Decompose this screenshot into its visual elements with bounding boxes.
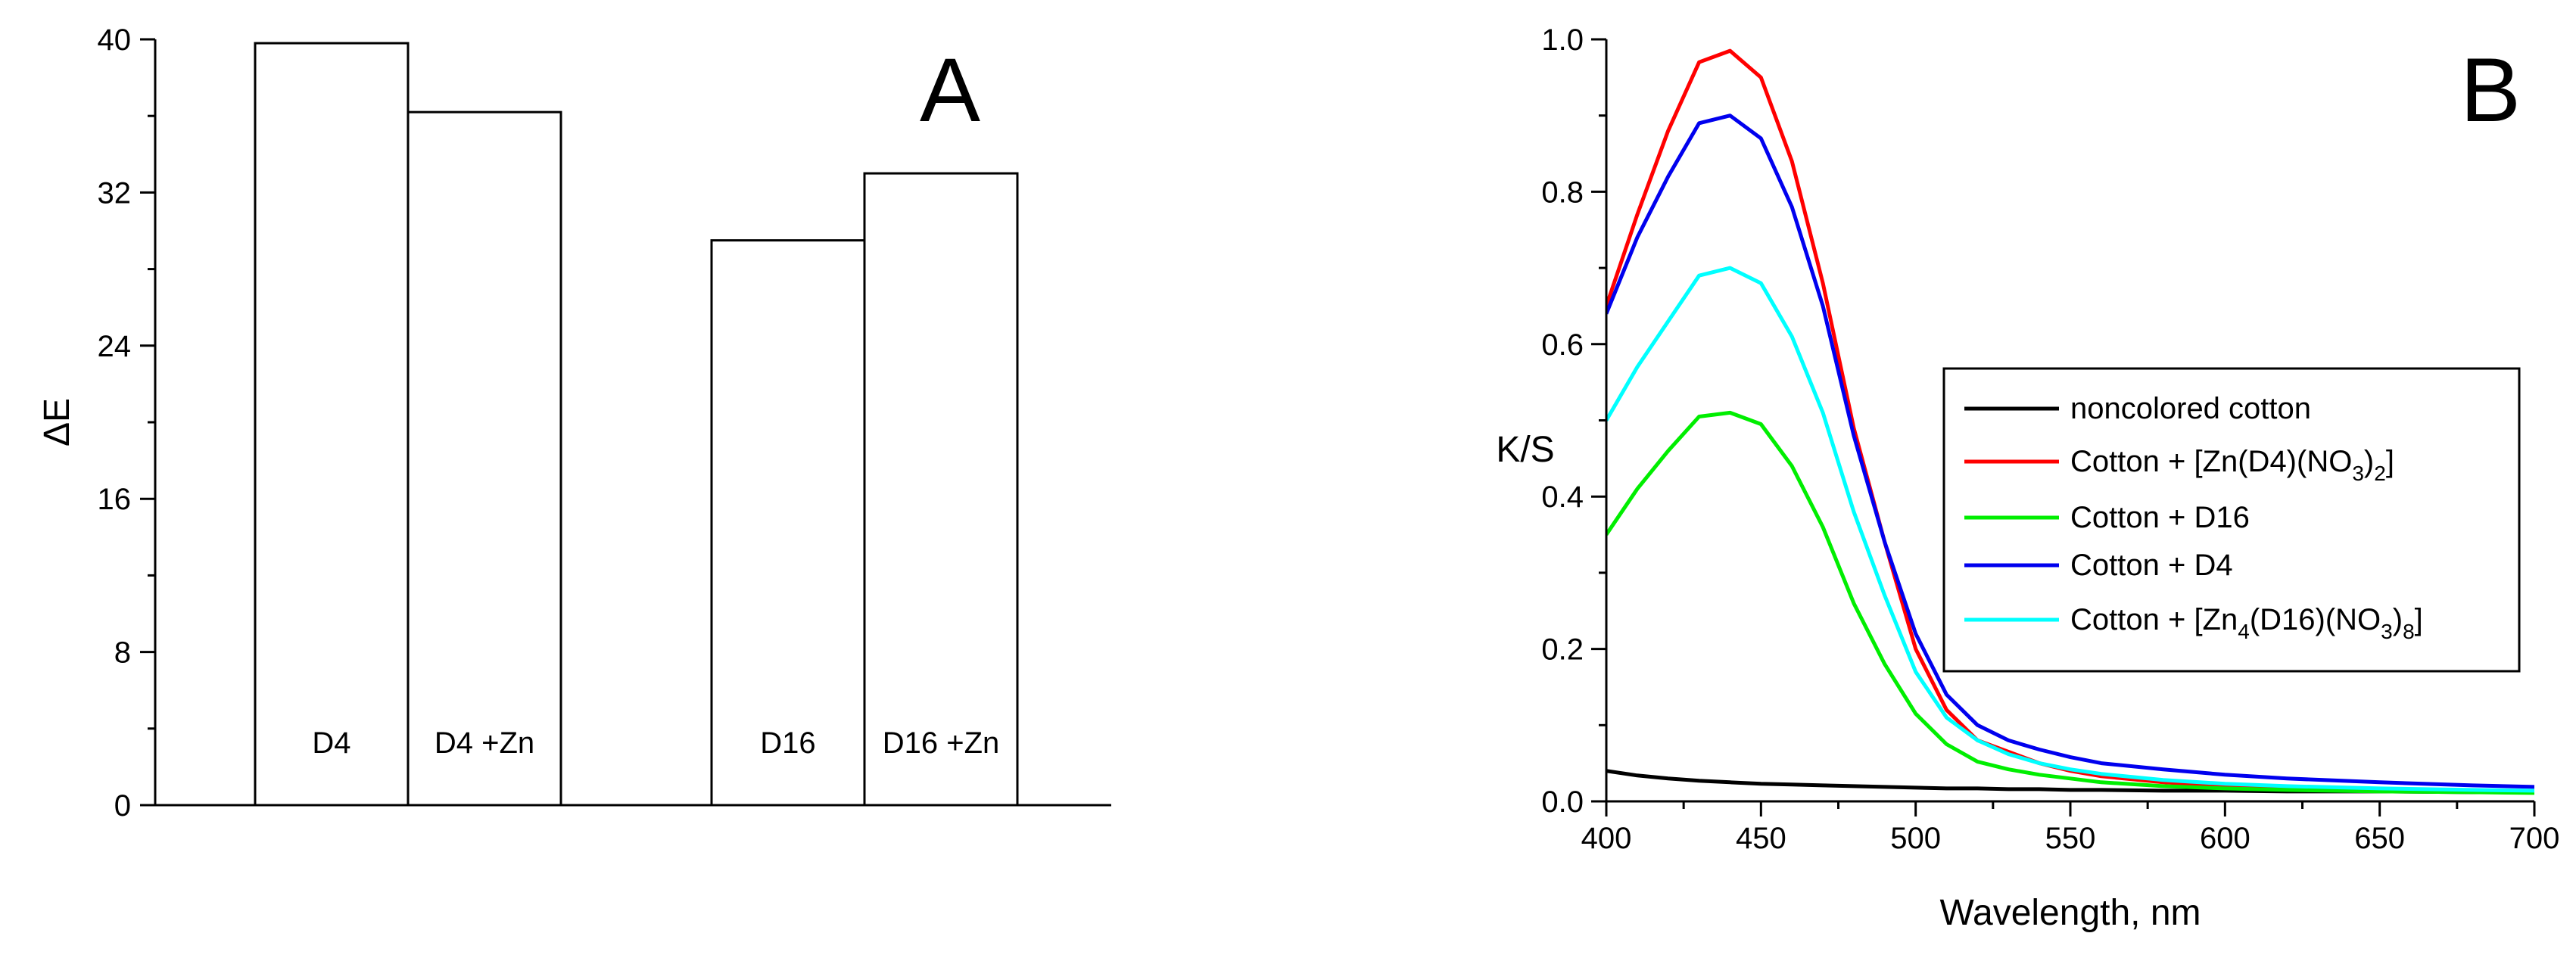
legend-text-part: Cotton + [Zn [2070, 603, 2238, 636]
series-line-0 [1606, 769, 2534, 795]
y-tick-label: 0.2 [1541, 633, 1584, 667]
y-tick-label: 40 [98, 23, 132, 57]
legend-label-3: Cotton + D4 [2070, 549, 2233, 582]
y-tick-label: 32 [98, 176, 132, 210]
legend-text-part: noncolored cotton [2070, 392, 2311, 425]
series-line-4 [1606, 266, 2534, 793]
legend-label-0: noncolored cotton [2070, 392, 2311, 425]
bar-label-3: D16 +Zn [883, 726, 1000, 760]
bar-d16 [710, 239, 866, 807]
y-tick-label: 8 [114, 636, 131, 670]
y-tick-label: 0.0 [1541, 785, 1584, 819]
series-line-3 [1606, 114, 2534, 789]
legend-text-part: ] [2386, 445, 2394, 478]
y-axis-title: ΔE [37, 398, 77, 446]
legend-label-2: Cotton + D16 [2070, 501, 2250, 534]
x-tick-label: 500 [1890, 822, 1941, 855]
series-line-2 [1606, 410, 2534, 795]
panel-a-bar-chart: D4 D4 +Zn D16 D16 +Zn 0 8 16 24 32 40 ΔE A [37, 23, 1111, 823]
bar-d4zn [406, 110, 562, 807]
legend-text-part: Cotton + D4 [2070, 549, 2233, 582]
legend-text-part: 3 [2352, 462, 2364, 485]
series-line-1 [1606, 48, 2534, 795]
y-tick-label: 16 [98, 483, 132, 516]
legend-text-part: Cotton + [Zn(D4)(NO [2070, 445, 2352, 478]
panel-b-line-chart: 0.0 0.2 0.4 0.6 0.8 1.0 400 450 500 550 600 650 700 W… [1496, 23, 2559, 933]
y-tick-label: 0 [114, 789, 131, 823]
y-tick-label: 0.4 [1541, 481, 1584, 514]
legend-text-part: 8 [2403, 620, 2415, 643]
y-tick-label: 24 [98, 330, 132, 363]
x-tick-label: 700 [2509, 822, 2560, 855]
bar-label-0: D4 [312, 726, 350, 760]
x-tick-label: 550 [2045, 822, 2096, 855]
legend-label-1: Cotton + [Zn(D4)(NO3)2] [2070, 445, 2394, 485]
legend-text-part: Cotton + D16 [2070, 501, 2250, 534]
legend-label-4: Cotton + [Zn4(D16)(NO3)8] [2070, 603, 2423, 643]
x-tick-label: 400 [1581, 822, 1632, 855]
bar-d16zn [863, 172, 1019, 807]
series-group [1606, 48, 2534, 795]
legend-text-part: 2 [2374, 462, 2386, 485]
x-tick-label: 600 [2200, 822, 2250, 855]
legend-text-part: (D16)(NO [2250, 603, 2381, 636]
legend-text-part: ) [2364, 445, 2374, 478]
legend-text-part: 4 [2238, 620, 2250, 643]
y-axis-title: K/S [1496, 430, 1554, 470]
x-tick-label: 650 [2354, 822, 2405, 855]
y-tick-label: 0.8 [1541, 176, 1584, 209]
y-tick-label: 0.6 [1541, 328, 1584, 362]
bar-label-1: D4 +Zn [435, 726, 534, 760]
x-tick-label: 450 [1736, 822, 1786, 855]
bar-label-2: D16 [760, 726, 815, 760]
x-axis-title: Wavelength, nm [1939, 893, 2201, 933]
panel-label-b: B [2460, 39, 2521, 141]
bar-d4 [254, 42, 410, 807]
legend-text-part: 3 [2381, 620, 2393, 643]
legend-text-part: ) [2393, 603, 2403, 636]
panel-label-a: A [920, 39, 980, 141]
y-tick-label: 1.0 [1541, 23, 1584, 57]
legend-text-part: ] [2415, 603, 2423, 636]
